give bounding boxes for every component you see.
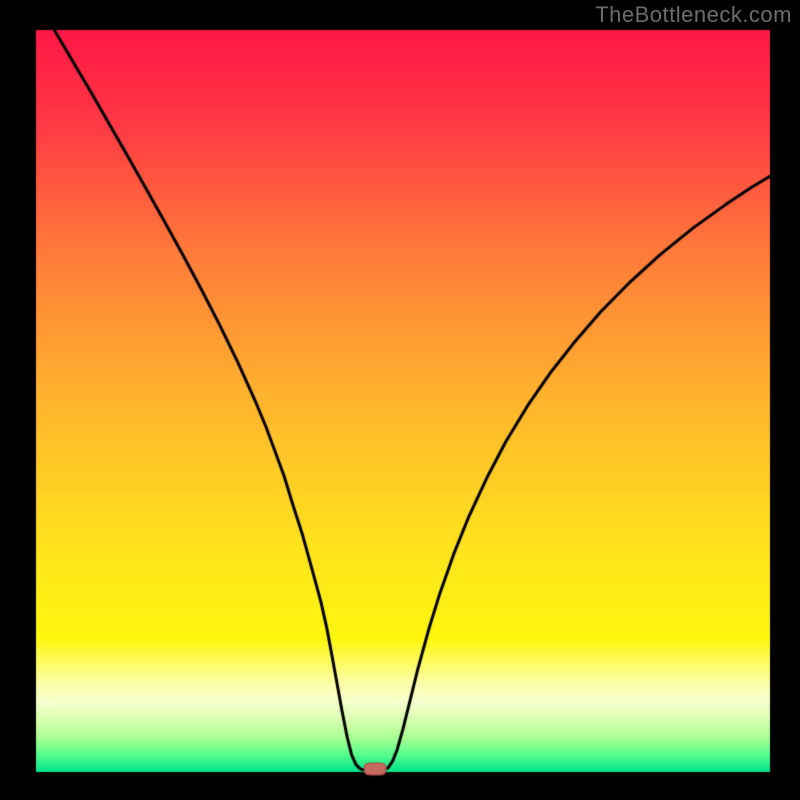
bottleneck-curve: [0, 0, 800, 800]
figure-container: { "watermark": { "text": "TheBottleneck.…: [0, 0, 800, 800]
watermark-text: TheBottleneck.com: [595, 2, 792, 28]
